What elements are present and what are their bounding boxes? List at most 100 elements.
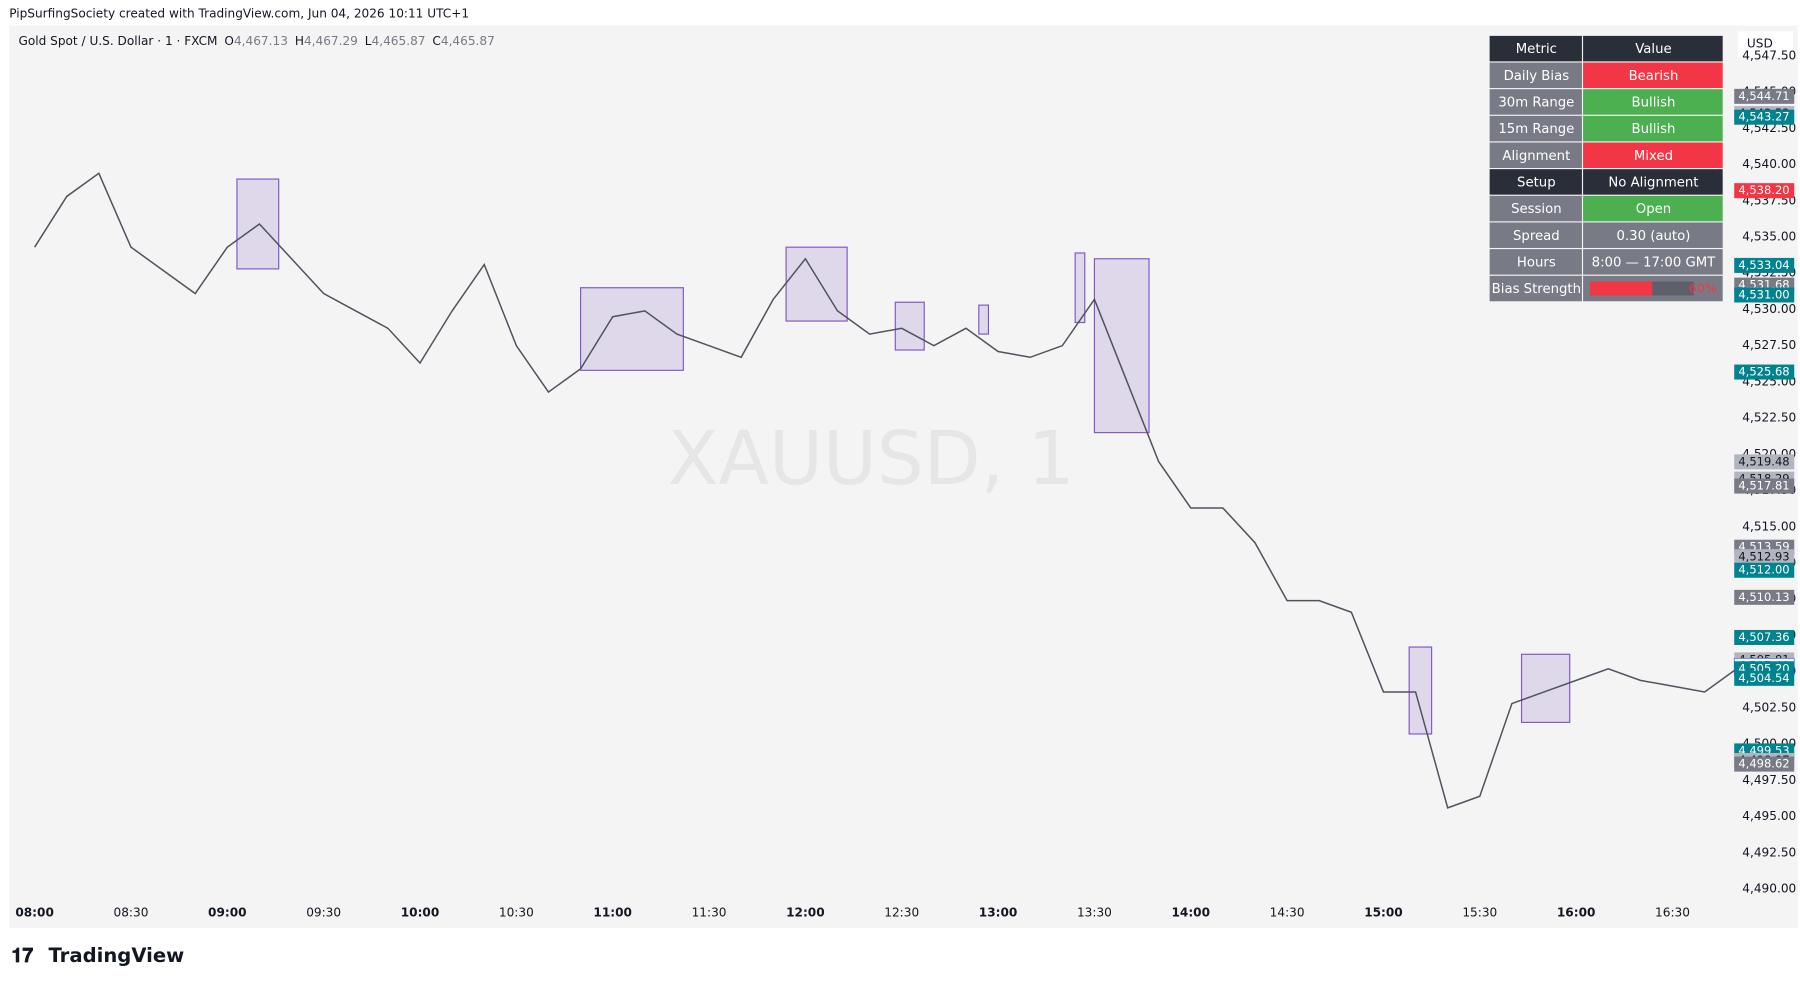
price-label: 4,517.81 (1738, 479, 1789, 493)
x-tick-label: 08:30 (114, 905, 149, 919)
metric-label-cell (1489, 249, 1582, 275)
price-line (33, 172, 1738, 809)
y-tick-label: 4,515.00 (1742, 519, 1796, 533)
metric-value-cell (1583, 115, 1723, 142)
column-header-cell (1583, 35, 1723, 62)
metric-value: Bullish (1632, 96, 1676, 111)
price-label-box (1734, 589, 1795, 605)
price-label: 4,519.48 (1738, 454, 1789, 468)
currency: USD (1747, 36, 1773, 50)
metric-value: Open (1636, 202, 1671, 217)
x-tick-label: 12:00 (786, 905, 825, 919)
x-tick-label: 12:30 (884, 905, 919, 919)
price-label-box (1734, 629, 1795, 645)
metric-value: 0.30 (auto) (1617, 229, 1691, 244)
metric-label: Alignment (1502, 149, 1570, 164)
column-header: Value (1635, 42, 1671, 57)
footer-logo: 𝟏𝟕 (12, 944, 34, 967)
x-tick-label: 16:00 (1557, 905, 1596, 919)
x-tick-label: 13:30 (1077, 905, 1112, 919)
zone-box (894, 301, 925, 351)
metric-label-cell (1489, 62, 1582, 89)
x-tick-label: 13:00 (979, 905, 1018, 919)
price-label-box (1734, 478, 1795, 494)
ohlc-key: L (365, 34, 372, 48)
symbol: Gold Spot / U.S. Dollar · 1 · FXCM (18, 34, 217, 48)
price-label: 4,531.00 (1738, 287, 1789, 301)
zone-box (579, 287, 684, 371)
metric-value-cell (1583, 62, 1723, 89)
price-label: 4,507.36 (1738, 630, 1789, 644)
credit: PipSurfingSociety created with TradingVi… (9, 6, 469, 20)
price-label-box (1734, 454, 1795, 470)
ohlc-value: 4,465.87 (372, 34, 426, 48)
y-tick-label: 4,490.00 (1742, 881, 1796, 895)
price-label-box (1734, 88, 1795, 104)
metric-value-cell (1583, 195, 1723, 222)
x-tick-label: 15:30 (1462, 905, 1497, 919)
metric-label-cell (1489, 222, 1582, 248)
y-tick-label: 4,540.00 (1742, 157, 1796, 171)
price-label-box (1734, 257, 1795, 273)
price-axis: 4,490.004,492.504,495.004,497.504,500.00… (1733, 48, 1796, 895)
price-label: 4,512.00 (1738, 563, 1789, 577)
ohlc-key: C (432, 34, 440, 48)
price-label: 4,538.20 (1738, 183, 1789, 197)
x-tick-label: 11:30 (692, 905, 727, 919)
zone-box (1093, 258, 1150, 434)
x-tick-label: 10:00 (401, 905, 440, 919)
price-label: 4,533.04 (1738, 258, 1789, 272)
strength-bar (1590, 281, 1653, 296)
price-label-box (1734, 183, 1795, 199)
metric-label: 15m Range (1498, 122, 1574, 137)
price-label-box (1734, 562, 1795, 578)
price-label: 4,543.27 (1738, 110, 1789, 124)
y-tick-label: 4,522.50 (1742, 411, 1796, 425)
x-tick-label: 11:00 (593, 905, 632, 919)
ohlc-value: 4,467.29 (304, 34, 358, 48)
x-tick-label: 09:30 (306, 905, 341, 919)
metric-value: Bullish (1632, 122, 1676, 137)
y-tick-label: 4,497.50 (1742, 773, 1796, 787)
currency-box (1737, 31, 1794, 57)
metric-label-cell (1489, 275, 1582, 302)
price-label-box (1734, 670, 1795, 686)
metric-value-cell (1583, 142, 1723, 168)
x-tick-label: 09:00 (208, 905, 247, 919)
metric-label: Session (1511, 202, 1562, 217)
price-label-box (1734, 756, 1795, 772)
plot: 08:00 08:30 09:00 09:30 10:00 10:30 11:00 11:30… (15, 172, 1738, 919)
price-label-box (1734, 287, 1795, 303)
metric-value: No Alignment (1608, 175, 1698, 190)
x-tick-label: 16:30 (1655, 905, 1690, 919)
footer-brand: TradingView (48, 944, 184, 967)
strength-label: 60% (1689, 281, 1717, 296)
metric-label-cell (1489, 115, 1582, 142)
price-label: 4,510.13 (1738, 590, 1789, 604)
watermark: XAUUSD, 1 (668, 416, 1075, 502)
metric-value-cell (1583, 89, 1723, 115)
y-tick-label: 4,547.50 (1742, 48, 1796, 62)
price-label-box (1734, 364, 1795, 380)
ohlc-key: H (295, 34, 304, 48)
zone-box (978, 304, 990, 335)
price-label: 4,504.54 (1738, 671, 1789, 685)
y-tick-label: 4,535.00 (1742, 230, 1796, 244)
metric-label-cell (1489, 169, 1582, 195)
metric-value: Bearish (1629, 69, 1679, 84)
metric-label: Hours (1517, 255, 1556, 270)
metric-label: Bias Strength (1492, 282, 1581, 297)
metric-value-cell (1583, 222, 1723, 248)
x-tick-label: 08:00 (15, 905, 54, 919)
price-label-box (1734, 109, 1795, 125)
zone-box (236, 178, 280, 270)
y-tick-label: 4,530.00 (1742, 302, 1796, 316)
metric-value-cell (1583, 169, 1723, 195)
y-tick-label: 4,502.50 (1742, 700, 1796, 714)
metric-value-cell (1583, 249, 1723, 275)
y-tick-label: 4,492.50 (1742, 845, 1796, 859)
ohlc-key: O (224, 34, 234, 48)
zone-box (785, 246, 848, 322)
